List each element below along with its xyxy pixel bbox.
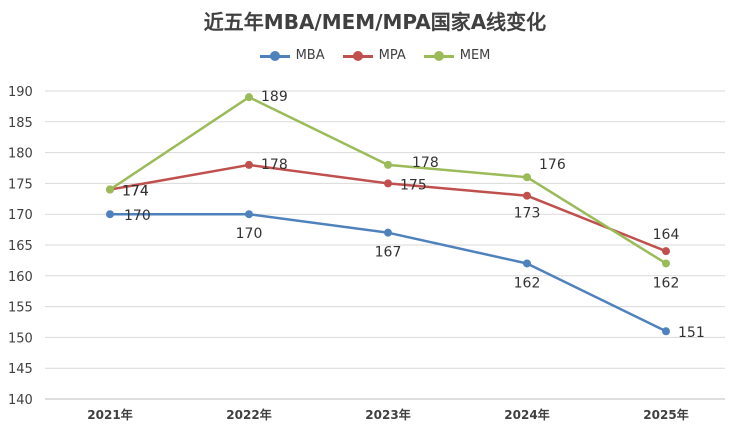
data-label-mba: 167 bbox=[375, 245, 402, 261]
point-mba bbox=[384, 228, 392, 237]
point-mba bbox=[245, 210, 253, 219]
point-mba bbox=[106, 210, 114, 219]
point-mba bbox=[523, 259, 531, 268]
data-label-mpa: 173 bbox=[514, 206, 541, 222]
y-tick-label: 155 bbox=[8, 301, 33, 316]
legend-item-mem: MEM bbox=[423, 48, 491, 63]
y-tick-label: 150 bbox=[8, 331, 33, 346]
data-label-mpa: 175 bbox=[400, 177, 427, 193]
data-label-mba: 151 bbox=[678, 325, 705, 341]
legend-item-mpa: MPA bbox=[342, 48, 406, 63]
data-label-mba: 162 bbox=[514, 275, 541, 291]
point-mba bbox=[662, 327, 670, 336]
data-label-mba: 170 bbox=[236, 226, 263, 242]
legend-label-mem: MEM bbox=[459, 48, 491, 63]
legend-swatch-mba bbox=[259, 50, 290, 61]
y-tick-label: 180 bbox=[8, 147, 33, 162]
point-mem bbox=[662, 259, 670, 268]
y-tick-label: 170 bbox=[8, 208, 33, 223]
data-label-mem: 189 bbox=[261, 89, 288, 105]
x-tick-label: 2022年 bbox=[226, 407, 271, 422]
point-mem bbox=[106, 185, 114, 194]
y-tick-label: 145 bbox=[8, 362, 33, 377]
legend-label-mba: MBA bbox=[295, 48, 325, 63]
legend-swatch-mpa bbox=[342, 50, 373, 61]
point-mem bbox=[245, 93, 253, 102]
data-label-mem: 174 bbox=[122, 184, 149, 200]
data-label-mpa: 164 bbox=[653, 227, 680, 243]
point-mpa bbox=[662, 247, 670, 256]
x-tick-label: 2023年 bbox=[365, 407, 410, 422]
legend-item-mba: MBA bbox=[259, 48, 325, 63]
series-line-mpa bbox=[109, 163, 667, 253]
point-mem bbox=[523, 173, 531, 182]
point-mpa bbox=[384, 179, 392, 188]
data-label-mem: 178 bbox=[412, 155, 439, 171]
legend: MBA MPA MEM bbox=[0, 48, 750, 63]
data-label-mba: 170 bbox=[124, 208, 151, 224]
data-label-mem: 162 bbox=[653, 275, 680, 291]
y-tick-label: 175 bbox=[8, 177, 33, 192]
point-mpa bbox=[245, 160, 253, 169]
data-label-mpa: 178 bbox=[261, 157, 288, 173]
chart-title: 近五年MBA/MEM/MPA国家A线变化 bbox=[203, 10, 547, 34]
point-mpa bbox=[523, 191, 531, 200]
point-mem bbox=[384, 160, 392, 169]
data-label-mem: 176 bbox=[539, 157, 566, 173]
x-tick-label: 2021年 bbox=[87, 407, 132, 422]
y-tick-label: 165 bbox=[8, 239, 33, 254]
x-tick-label: 2024年 bbox=[504, 407, 549, 422]
y-tick-label: 140 bbox=[8, 393, 33, 408]
x-tick-label: 2025年 bbox=[643, 407, 688, 422]
legend-label-mpa: MPA bbox=[378, 48, 406, 63]
data-label-mpa: 174 bbox=[122, 184, 149, 200]
y-tick-label: 190 bbox=[8, 85, 33, 100]
legend-swatch-mem bbox=[423, 50, 454, 61]
y-tick-label: 185 bbox=[8, 116, 33, 131]
y-tick-label: 160 bbox=[8, 270, 33, 285]
